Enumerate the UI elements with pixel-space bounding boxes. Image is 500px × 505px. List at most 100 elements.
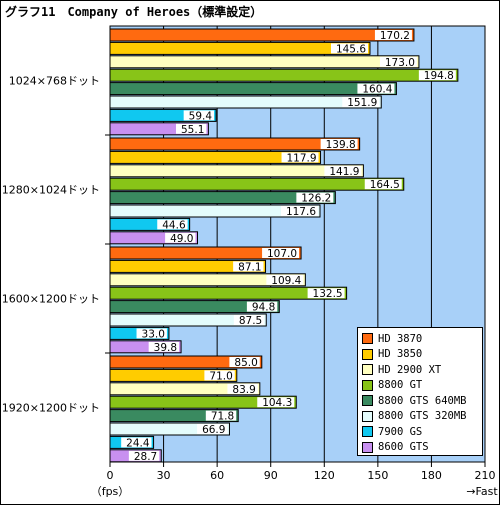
legend-label: HD 2900 XT [378, 363, 442, 376]
legend-label: HD 3850 [378, 348, 423, 361]
x-tick-label: 90 [264, 469, 278, 482]
legend-label: 8800 GTS 640MB [378, 394, 467, 407]
legend-label: 7900 GS [378, 425, 423, 438]
x-tick-label: 210 [475, 469, 496, 482]
data-label: 151.9 [347, 97, 377, 109]
x-tick-label: 30 [157, 469, 171, 482]
data-label-background [357, 83, 395, 94]
data-label-background [204, 370, 235, 381]
data-label-background [165, 232, 196, 243]
data-label: 71.8 [211, 411, 234, 423]
data-label: 59.4 [189, 110, 213, 122]
legend-label: HD 3870 [378, 332, 423, 345]
legend-swatch [362, 426, 373, 438]
bar [109, 177, 405, 191]
data-label: 194.8 [424, 70, 454, 82]
data-label-background [175, 123, 207, 134]
data-label-background [364, 179, 402, 190]
data-label: 49.0 [170, 233, 193, 245]
data-label: 94.8 [252, 302, 275, 314]
bar [109, 313, 267, 327]
legend-swatch [362, 410, 373, 422]
chart-legend: HD 3870 HD 3850 HD 2900 XT 8800 GT 8800 GTS … [357, 327, 483, 456]
category-label: 1920×1200ドット [2, 402, 100, 415]
data-label-background [307, 288, 345, 299]
data-label: 87.5 [239, 315, 262, 327]
data-label: 87.1 [238, 261, 261, 273]
data-label-background [136, 328, 167, 339]
bar [109, 137, 361, 151]
data-label: 145.6 [336, 43, 366, 55]
data-label: 141.9 [329, 166, 359, 178]
data-label: 33.0 [142, 328, 165, 340]
data-label: 104.3 [262, 397, 292, 409]
data-label-background [227, 383, 258, 394]
bar [109, 95, 382, 109]
legend-swatch [362, 395, 373, 407]
data-label: 85.0 [234, 357, 257, 369]
legend-label: 8800 GTS 320MB [378, 410, 467, 423]
data-label: 126.2 [301, 193, 331, 205]
x-tick-label: 150 [367, 469, 388, 482]
x-tick-label: 120 [314, 469, 335, 482]
bar [109, 382, 261, 396]
legend-label: 8800 GT [378, 379, 423, 392]
bar [109, 286, 348, 300]
data-label-background [233, 315, 265, 325]
data-label: 160.4 [362, 84, 392, 96]
bar [109, 273, 306, 287]
bar [109, 259, 267, 273]
legend-item: 8800 GTS 640MB [362, 393, 478, 409]
data-label-background [374, 30, 412, 40]
category-label: 1280×1024ドット [2, 184, 100, 197]
legend-label: 8600 GTS [378, 441, 429, 454]
category-label: 1024×768ドット [9, 75, 100, 88]
data-label: 39.8 [154, 342, 177, 354]
legend-item: HD 3850 [362, 347, 478, 363]
data-label: 132.5 [313, 288, 343, 300]
legend-item: HD 3870 [362, 331, 478, 347]
legend-item: 7900 GS [362, 424, 478, 440]
data-label: 83.9 [232, 384, 255, 396]
data-label: 117.6 [286, 206, 316, 218]
data-label-background [128, 450, 160, 461]
data-label-background [331, 43, 368, 54]
bar [109, 82, 397, 96]
x-axis-fast-label: →Fast [466, 485, 498, 498]
bar [109, 28, 415, 42]
bar [109, 164, 364, 178]
x-axis-label: （fps） [91, 485, 130, 498]
legend-swatch [362, 348, 373, 360]
data-label-background [121, 437, 152, 448]
data-label-background [418, 70, 456, 81]
data-label: 28.7 [134, 451, 157, 463]
legend-swatch [362, 333, 373, 345]
data-label-background [281, 152, 319, 163]
legend-item: HD 2900 XT [362, 362, 478, 378]
data-label-background [266, 274, 304, 285]
bar [109, 204, 321, 218]
data-label: 109.4 [271, 275, 301, 287]
data-label: 55.1 [181, 124, 204, 136]
data-label-background [296, 192, 334, 203]
bar [109, 68, 459, 82]
category-label: 1600×1200ドット [2, 293, 100, 306]
data-label-background [197, 424, 228, 434]
data-label-background [379, 56, 417, 67]
legend-swatch [362, 441, 373, 453]
data-label-background [320, 139, 358, 149]
data-label-background [205, 410, 237, 421]
data-label: 71.0 [209, 370, 232, 382]
data-label-background [157, 219, 188, 230]
data-label-background [262, 248, 300, 258]
legend-item: 8800 GT [362, 378, 478, 394]
data-label-background [281, 206, 318, 216]
x-tick-label: 60 [210, 469, 224, 482]
chart-title: グラフ11 Company of Heroes（標準設定） [5, 5, 263, 19]
data-label-background [257, 397, 295, 408]
x-tick-label: 0 [107, 469, 114, 482]
data-label-background [148, 341, 180, 352]
data-label: 139.8 [326, 139, 356, 151]
data-label-background [229, 357, 260, 367]
